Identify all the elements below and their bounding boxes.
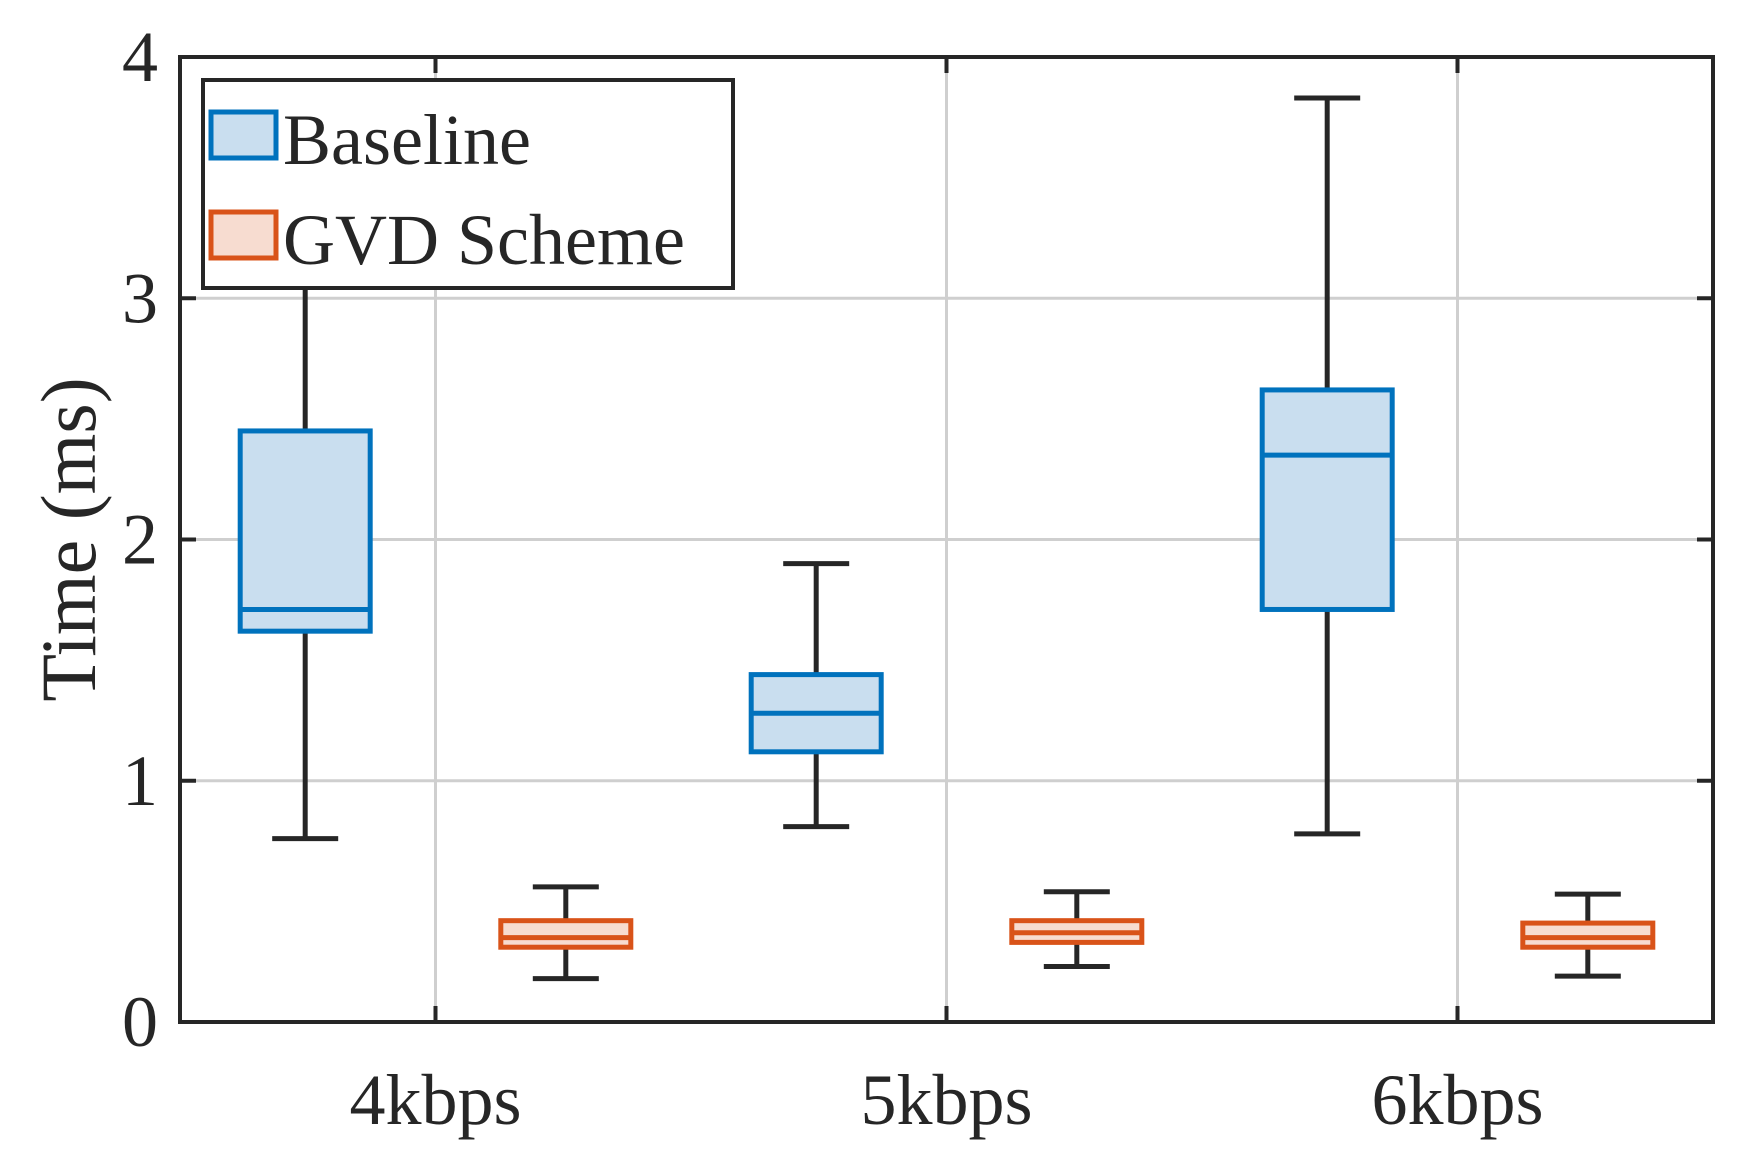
x-tick-label: 5kbps	[860, 1060, 1032, 1140]
box-gvd-scheme-6kbps	[1520, 891, 1656, 979]
legend-swatch	[208, 209, 279, 261]
legend: Baseline GVD Scheme	[201, 78, 735, 290]
y-tick-label: 3	[122, 258, 158, 338]
box-gvd-scheme-5kbps	[1009, 889, 1145, 970]
y-tick-label: 4	[122, 17, 158, 97]
axes-layer: 0 1 2 3 4 4kbps 5kbps 6kbps Time (ms)	[25, 17, 1715, 1140]
legend-box	[201, 78, 735, 290]
box-baseline-4kbps	[237, 283, 373, 842]
y-tick-label: 1	[122, 741, 158, 821]
plot-layer	[237, 95, 1656, 982]
x-tick-label: 4kbps	[349, 1060, 521, 1140]
x-tick-label: 6kbps	[1371, 1060, 1543, 1140]
box-baseline-5kbps	[748, 561, 884, 830]
y-axis-label: Time (ms)	[25, 377, 112, 701]
legend-swatch	[208, 109, 279, 161]
legend-label: GVD Scheme	[283, 200, 685, 280]
box-iqr	[498, 918, 634, 950]
box-gvd-scheme-4kbps	[498, 884, 634, 982]
y-tick-label: 2	[122, 500, 158, 580]
legend-label: Baseline	[283, 100, 531, 180]
box-iqr	[237, 428, 373, 634]
box-baseline-6kbps	[1259, 95, 1395, 837]
box-iqr	[1259, 387, 1395, 612]
y-tick-label: 0	[122, 982, 158, 1062]
